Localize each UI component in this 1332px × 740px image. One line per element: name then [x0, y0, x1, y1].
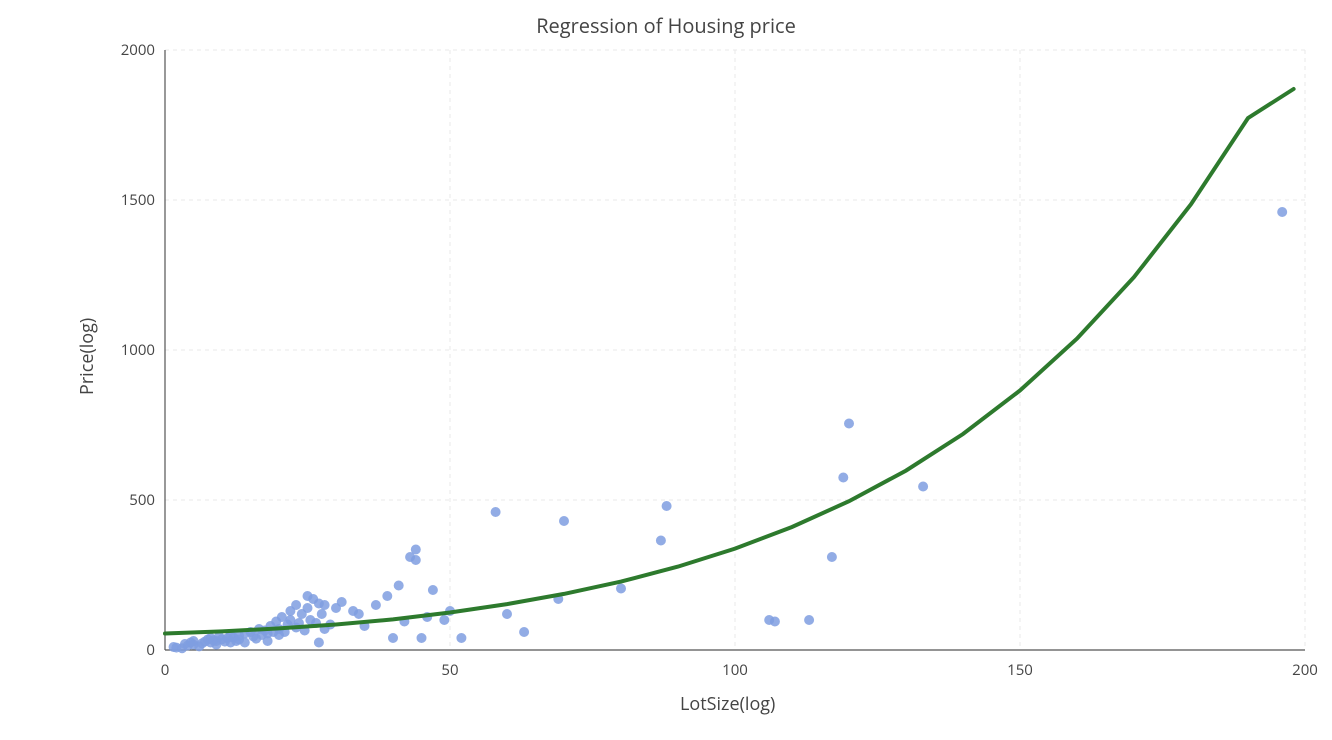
scatter-point — [388, 633, 398, 643]
y-tick-label: 1500 — [121, 190, 155, 210]
x-tick-label: 100 — [720, 660, 750, 680]
scatter-point — [291, 600, 301, 610]
scatter-point — [337, 597, 347, 607]
scatter-point — [303, 603, 313, 613]
regression-chart: Regression of Housing price Price(log) L… — [0, 0, 1332, 740]
scatter-point — [804, 615, 814, 625]
scatter-point — [519, 627, 529, 637]
x-tick-label: 200 — [1290, 660, 1320, 680]
x-tick-label: 0 — [150, 660, 180, 680]
y-tick-label: 0 — [146, 640, 155, 660]
y-tick-label: 1000 — [121, 340, 155, 360]
scatter-point — [411, 545, 421, 555]
scatter-point — [320, 600, 330, 610]
scatter-point — [838, 473, 848, 483]
scatter-point — [456, 633, 466, 643]
scatter-point — [662, 501, 672, 511]
scatter-point — [314, 638, 324, 648]
scatter-point — [411, 555, 421, 565]
scatter-point — [428, 585, 438, 595]
scatter-point — [354, 609, 364, 619]
scatter-point — [918, 482, 928, 492]
scatter-point — [559, 516, 569, 526]
scatter-point — [263, 636, 273, 646]
scatter-point — [502, 609, 512, 619]
scatter-point — [827, 552, 837, 562]
scatter-point — [844, 419, 854, 429]
scatter-point — [317, 609, 327, 619]
scatter-point — [417, 633, 427, 643]
scatter-point — [1277, 207, 1287, 217]
scatter-point — [439, 615, 449, 625]
scatter-point — [491, 507, 501, 517]
scatter-point — [656, 536, 666, 546]
x-tick-label: 50 — [435, 660, 465, 680]
scatter-point — [240, 638, 250, 648]
y-tick-label: 500 — [129, 490, 155, 510]
scatter-point — [770, 617, 780, 627]
scatter-point — [382, 591, 392, 601]
scatter-point — [394, 581, 404, 591]
regression-curve — [165, 89, 1294, 634]
y-tick-label: 2000 — [121, 40, 155, 60]
scatter-point — [616, 584, 626, 594]
scatter-point — [371, 600, 381, 610]
chart-svg — [0, 0, 1332, 740]
x-tick-label: 150 — [1005, 660, 1035, 680]
